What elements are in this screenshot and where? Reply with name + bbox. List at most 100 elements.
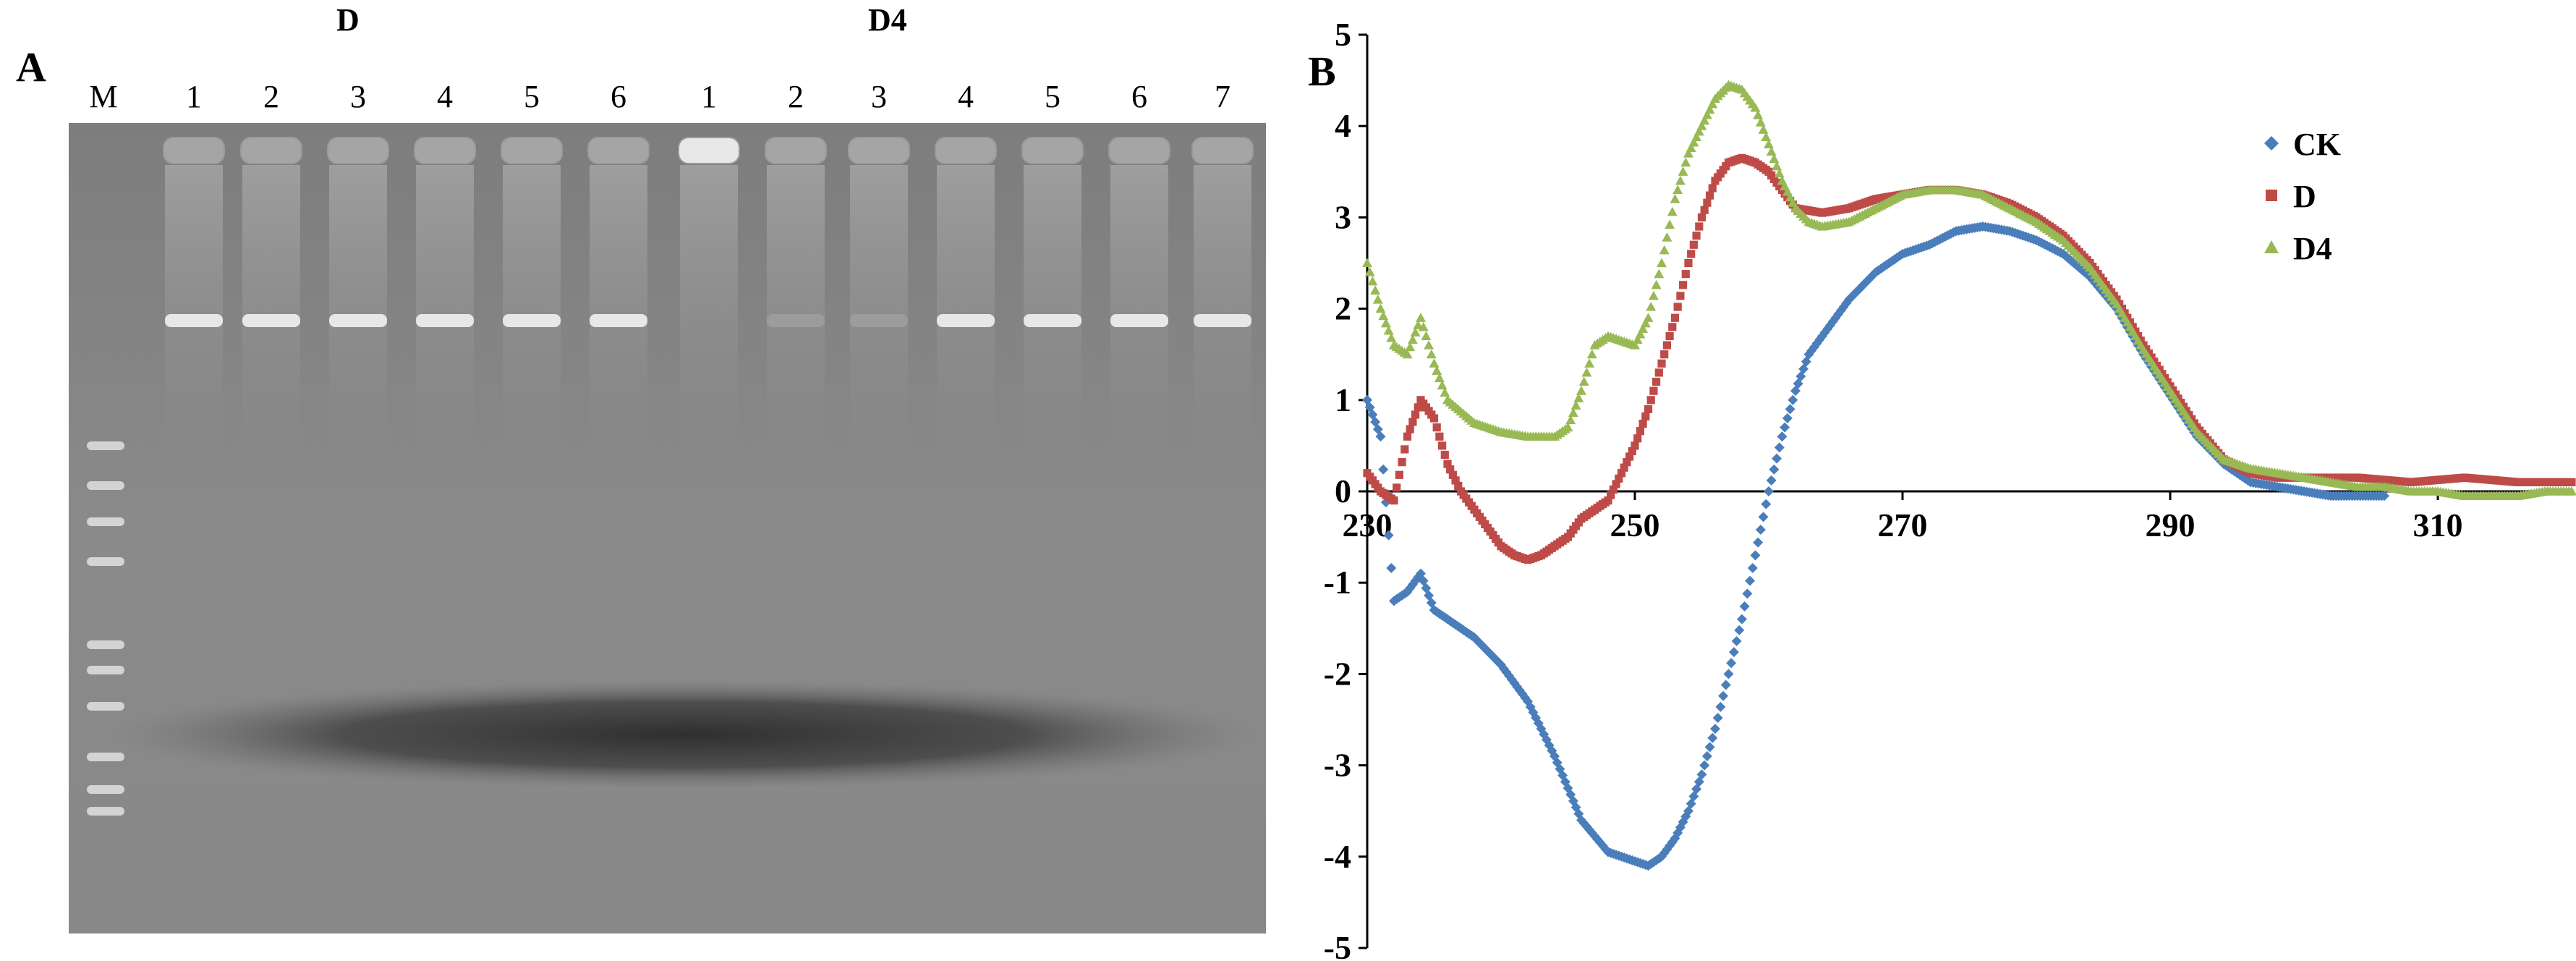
gel-well bbox=[587, 137, 650, 164]
data-point bbox=[1490, 654, 1501, 665]
data-point bbox=[1652, 377, 1661, 386]
data-point bbox=[1638, 420, 1647, 428]
y-tick-label: 3 bbox=[1335, 198, 1351, 235]
data-point bbox=[1648, 290, 1659, 300]
data-point bbox=[1769, 153, 1780, 164]
y-tick-label: 0 bbox=[1335, 473, 1351, 509]
data-point bbox=[1665, 331, 1674, 341]
gel-marker-band bbox=[87, 481, 124, 490]
data-point bbox=[1693, 776, 1704, 787]
data-point bbox=[1753, 537, 1764, 548]
gel-marker-band bbox=[87, 557, 124, 566]
data-point bbox=[1407, 334, 1418, 344]
gel-lane-label-d4-6: 6 bbox=[1131, 79, 1147, 114]
data-point bbox=[1607, 491, 1615, 499]
gel-lane-smear bbox=[680, 165, 738, 454]
data-point bbox=[1678, 816, 1688, 827]
data-point bbox=[1699, 760, 1710, 771]
data-point bbox=[1703, 198, 1712, 207]
data-point bbox=[1678, 166, 1688, 176]
gel-band bbox=[165, 314, 223, 327]
data-point bbox=[1699, 115, 1710, 125]
legend-label-d4: D4 bbox=[2293, 231, 2332, 266]
data-point bbox=[1454, 481, 1463, 491]
data-point bbox=[1432, 365, 1442, 376]
data-point bbox=[1761, 132, 1772, 141]
data-point bbox=[1704, 104, 1715, 114]
gel-well bbox=[678, 137, 740, 164]
legend-marker-ck bbox=[2264, 136, 2279, 151]
data-point bbox=[1446, 465, 1455, 474]
data-point bbox=[1728, 647, 1739, 658]
data-point bbox=[1435, 432, 1444, 441]
y-tick-label: -2 bbox=[1324, 655, 1351, 692]
data-point bbox=[1651, 279, 1662, 289]
data-point bbox=[1609, 485, 1618, 494]
data-point bbox=[1383, 530, 1394, 541]
y-tick-label: 4 bbox=[1335, 107, 1351, 144]
data-point bbox=[1761, 499, 1772, 509]
data-point bbox=[1852, 286, 1863, 297]
data-point bbox=[1635, 329, 1646, 339]
data-point bbox=[1402, 349, 1413, 359]
data-point bbox=[1811, 338, 1822, 349]
gel-band bbox=[850, 314, 908, 327]
gel-well bbox=[935, 137, 997, 164]
data-point bbox=[1745, 575, 1756, 586]
gel-band bbox=[503, 314, 561, 327]
data-point bbox=[1649, 386, 1658, 395]
gel-lane-label-d-1: 1 bbox=[186, 79, 202, 114]
data-point bbox=[1517, 689, 1528, 700]
data-point bbox=[1662, 341, 1671, 350]
data-point bbox=[1479, 643, 1490, 654]
data-point bbox=[1723, 669, 1734, 680]
data-point bbox=[1631, 441, 1639, 450]
data-point bbox=[1584, 824, 1595, 835]
gel-band bbox=[416, 314, 474, 327]
data-point bbox=[1408, 418, 1417, 426]
gel-lane-smear bbox=[242, 165, 300, 454]
data-point bbox=[1681, 270, 1690, 279]
gel-lane-smears bbox=[165, 165, 1251, 454]
data-point bbox=[1695, 222, 1704, 231]
gel-marker-band bbox=[87, 807, 124, 816]
data-point bbox=[1411, 410, 1420, 419]
gel-lane-label-d4-3: 3 bbox=[871, 79, 887, 114]
gel-lane-smear bbox=[1024, 165, 1081, 454]
gel-svg bbox=[69, 123, 1266, 934]
data-point bbox=[1667, 206, 1678, 216]
data-point bbox=[1687, 250, 1696, 258]
data-point bbox=[1390, 496, 1398, 505]
data-point bbox=[1750, 550, 1761, 561]
data-point bbox=[1632, 334, 1643, 344]
data-point bbox=[1400, 445, 1409, 454]
gel-marker-band bbox=[87, 753, 124, 761]
data-point bbox=[1665, 840, 1675, 851]
data-point bbox=[1416, 313, 1426, 322]
gel-lane-label-d4-4: 4 bbox=[958, 79, 974, 114]
data-point bbox=[1584, 358, 1595, 368]
gel-well bbox=[501, 137, 563, 164]
data-point bbox=[1367, 409, 1378, 420]
gel-marker-band bbox=[87, 666, 124, 674]
y-tick-label: -4 bbox=[1324, 838, 1351, 875]
gel-lane-smear bbox=[937, 165, 995, 454]
data-point bbox=[1407, 579, 1418, 590]
data-point bbox=[1443, 460, 1452, 468]
gel-lane-label-d-3: 3 bbox=[350, 79, 366, 114]
data-point bbox=[1701, 110, 1712, 119]
data-point bbox=[1375, 303, 1386, 313]
data-point bbox=[1868, 269, 1879, 280]
data-point bbox=[1684, 258, 1693, 268]
chart-ticks: 5 4 3 2 1 0 -1 -2 -3 -4 -5 230 250 270 290 310 bbox=[1324, 16, 2463, 961]
data-point bbox=[1426, 349, 1437, 359]
data-point bbox=[1774, 442, 1785, 453]
data-point bbox=[1672, 185, 1683, 195]
data-point bbox=[1657, 258, 1667, 268]
data-point bbox=[1785, 404, 1795, 415]
gel-lane-label-d4-7: 7 bbox=[1215, 79, 1230, 114]
data-point bbox=[1731, 635, 1742, 646]
series-d4 bbox=[1362, 80, 2576, 500]
data-point bbox=[1383, 325, 1394, 335]
data-point bbox=[1646, 302, 1657, 311]
